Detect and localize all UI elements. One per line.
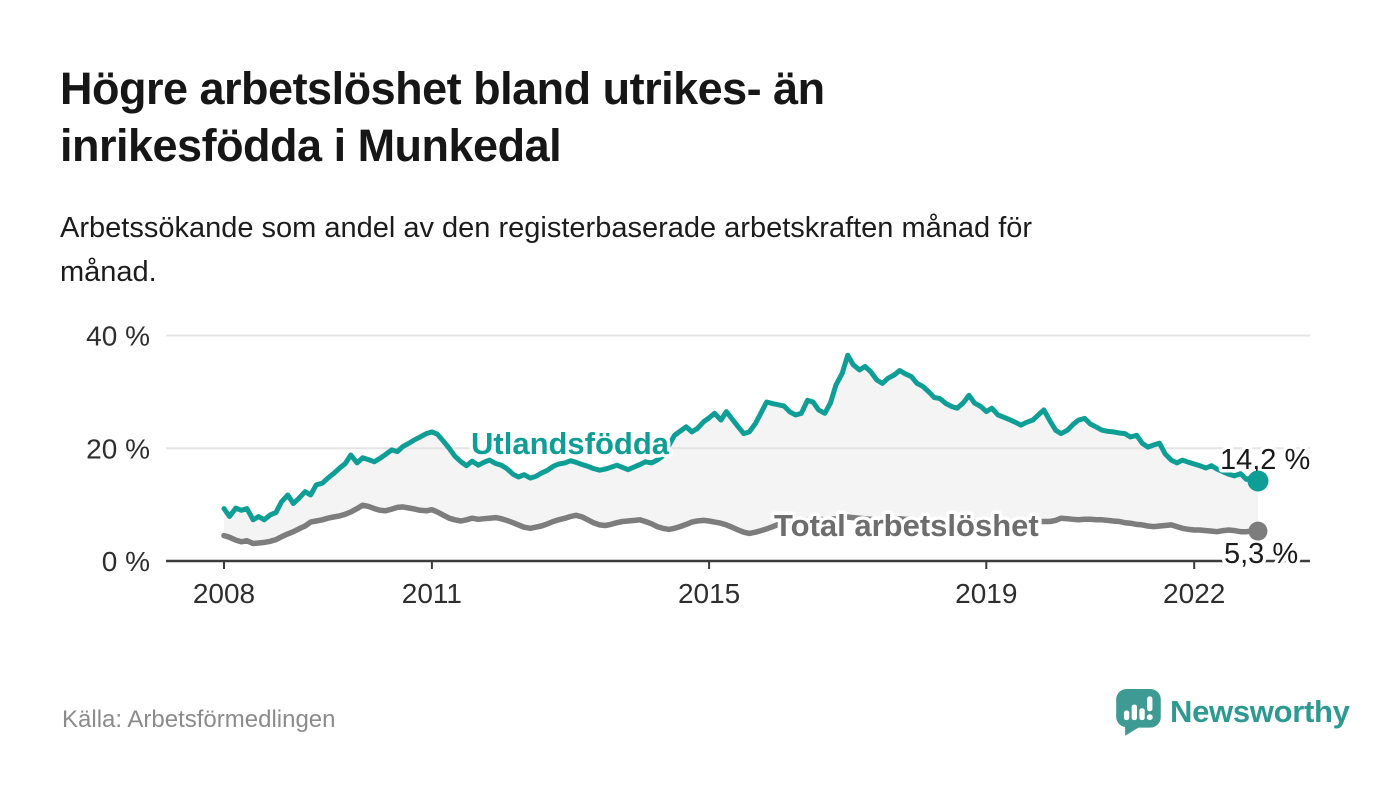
- series-label-total: Total arbetslöshet: [774, 508, 1039, 543]
- x-tick-label-2011: 2011: [402, 578, 462, 609]
- x-tick-label-2022: 2022: [1163, 578, 1225, 609]
- newsworthy-wordmark: Newsworthy: [1170, 694, 1350, 729]
- series-label-utlandsfodda: Utlandsfödda: [471, 426, 670, 461]
- x-tick-label-2015: 2015: [678, 578, 740, 609]
- logo-exclamation-dot: [1146, 714, 1153, 721]
- source-caption: Källa: Arbetsförmedlingen: [62, 706, 336, 733]
- end-value-label-total: 5,3 %: [1224, 538, 1298, 570]
- page-title: Högre arbetslöshet bland utrikes- än inr…: [60, 60, 1180, 174]
- y-tick-label-0: 0 %: [102, 546, 150, 577]
- logo-bar-3: [1139, 708, 1145, 721]
- page-title-line1: Högre arbetslöshet bland utrikes- än: [60, 63, 825, 114]
- y-tick-label-20: 20 %: [86, 433, 150, 464]
- page-title-line2: inrikesfödda i Munkedal: [60, 120, 562, 171]
- y-tick-label-40: 40 %: [86, 321, 150, 352]
- series-line-total: [221, 502, 1261, 547]
- logo-bar-1: [1123, 710, 1130, 721]
- x-tick-label-2019: 2019: [955, 578, 1017, 609]
- x-tick-label-2008: 2008: [193, 578, 255, 609]
- page-subtitle-line2: månad.: [60, 256, 157, 288]
- newsworthy-logo-icon: [1116, 688, 1161, 736]
- end-dot-utlandsfodda: [1247, 470, 1269, 492]
- page-subtitle-line1: Arbetssökande som andel av den registerb…: [60, 212, 1033, 244]
- end-value-label-utlandsfodda: 14,2 %: [1220, 444, 1310, 476]
- page-subtitle: Arbetssökande som andel av den registerb…: [60, 206, 1260, 294]
- newsworthy-brand: Newsworthy: [1113, 686, 1350, 738]
- logo-exclamation-bar: [1147, 696, 1153, 712]
- band-between-series: [224, 355, 1258, 544]
- end-dot-total: [1248, 521, 1268, 541]
- logo-bar-2: [1131, 704, 1137, 721]
- series-line-utlandsfodda: [221, 352, 1261, 523]
